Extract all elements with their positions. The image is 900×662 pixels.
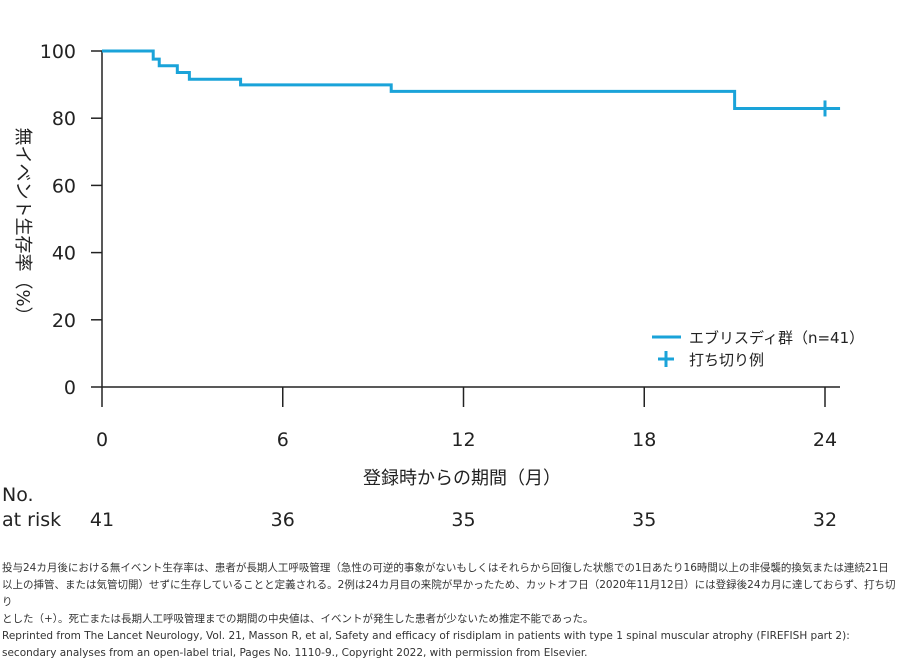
at-risk-label-line2: at risk: [2, 509, 61, 531]
footnote-citation: Reprinted from The Lancet Neurology, Vol…: [2, 630, 850, 642]
legend: エブリスディ群（n=41） 打ち切り例: [652, 329, 864, 369]
x-tick-label: 0: [96, 429, 108, 451]
censor-mark: [820, 100, 830, 117]
km-chart: 0 20 40 60 80 100 0 6 12 18 24 無イベント生存率（%） 登録時からの…: [2, 41, 864, 531]
y-axis-title: 無イベント生存率（%）: [12, 127, 33, 324]
at-risk-value: 35: [632, 509, 656, 531]
censor-marks: [820, 100, 830, 117]
x-axis-title: 登録時からの期間（月）: [363, 468, 561, 489]
y-tick-label: 60: [52, 175, 76, 197]
x-tick-label: 12: [451, 429, 475, 451]
legend-series-label: エブリスディ群（n=41）: [689, 329, 864, 347]
y-tick-label: 40: [52, 243, 76, 265]
legend-censor-label: 打ち切り例: [689, 351, 764, 369]
y-axis: 0 20 40 60 80 100: [40, 41, 103, 399]
x-tick-label: 18: [632, 429, 656, 451]
at-risk-values: 41 36 35 35 32: [90, 509, 837, 531]
x-tick-label: 24: [813, 429, 837, 451]
y-tick-label: 20: [52, 310, 76, 332]
x-axis: 0 6 12 18 24: [96, 386, 840, 451]
footnote-line: 以上の挿管、または気管切開）せずに生存していることと定義される。2例は24カ月目…: [2, 579, 896, 608]
footnote: 投与24カ月後における無イベント生存率は、患者が長期人工呼吸管理（急性の可逆的事…: [2, 560, 898, 662]
at-risk-value: 35: [451, 509, 475, 531]
at-risk-value: 41: [90, 509, 114, 531]
y-tick-label: 0: [64, 377, 76, 399]
y-tick-label: 80: [52, 108, 76, 130]
at-risk-value: 36: [271, 509, 295, 531]
footnote-citation: secondary analyses from an open-label tr…: [2, 647, 588, 659]
x-tick-label: 6: [277, 429, 289, 451]
at-risk-label-line1: No.: [2, 484, 34, 506]
at-risk-value: 32: [813, 509, 837, 531]
km-curve-line: [102, 49, 841, 110]
legend-censor-swatch: [658, 351, 674, 367]
footnote-line: 投与24カ月後における無イベント生存率は、患者が長期人工呼吸管理（急性の可逆的事…: [2, 562, 889, 574]
y-tick-label: 100: [40, 41, 76, 63]
footnote-line: とした（+）。死亡または長期人工呼吸管理までの期間の中央値は、イベントが発生した…: [2, 613, 594, 625]
